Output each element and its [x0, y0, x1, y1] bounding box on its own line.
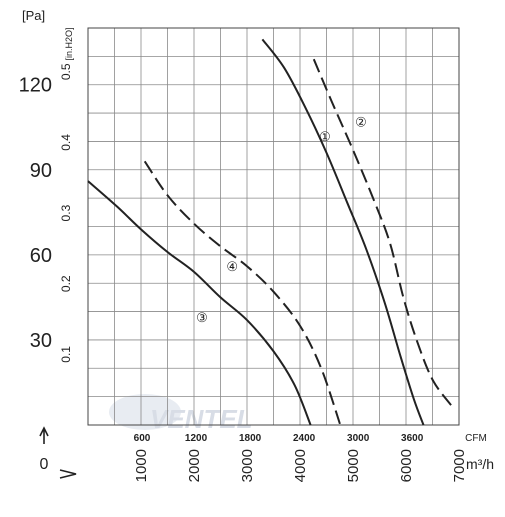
y-unit-pa: [Pa] — [22, 8, 45, 23]
x-tick-label-cfm: 600 — [134, 433, 151, 444]
x-tick-label-cfm: 3000 — [347, 433, 370, 444]
axes: 30 60 90 120 [Pa] 0.1 0.2 0.3 0.4 0.5 [in.H2O] 600 1… — [19, 8, 494, 482]
x-tick-label-m3h: 4000 — [292, 449, 309, 482]
series-curve — [261, 38, 425, 426]
x-tick-label-cfm: 1800 — [239, 433, 262, 444]
x-tick-label-cfm: 3600 — [401, 433, 424, 444]
y-tick-label-inh2o: 0.1 — [59, 346, 73, 363]
y-tick-label-inh2o: 0.2 — [59, 275, 73, 292]
y-tick-label-pa: 60 — [30, 245, 52, 267]
y-tick-label-inh2o: 0.4 — [59, 134, 73, 151]
curve-markers: ① ② ③ ④ — [196, 115, 367, 326]
y-tick-label-pa: 90 — [30, 160, 52, 182]
x-tick-label-m3h: 5000 — [345, 449, 362, 482]
x-tick-label-cfm: 1200 — [185, 433, 208, 444]
curve-label: ④ — [226, 259, 238, 274]
up-arrow-icon — [39, 426, 49, 444]
x-unit-m3h: m³/h — [466, 456, 494, 472]
curve-label-text: ② — [355, 115, 367, 130]
y-tick-label-inh2o: 0.3 — [59, 204, 73, 221]
x-tick-label-m3h: 7000 — [451, 449, 468, 482]
x-unit-cfm: CFM — [465, 433, 487, 444]
x-tick-label-m3h: 1000 — [133, 449, 150, 482]
x-tick-label-cfm: 2400 — [293, 433, 316, 444]
curve-label: ① — [319, 129, 331, 144]
right-arrow-icon — [59, 469, 77, 479]
curve-label-text: ① — [319, 129, 331, 144]
x-tick-label-m3h: 6000 — [398, 449, 415, 482]
series-curve — [312, 58, 452, 406]
curve-label-text: ④ — [226, 259, 238, 274]
y-tick-label-inh2o: 0.5 — [59, 63, 73, 80]
curve-label: ③ — [196, 310, 208, 325]
y-tick-label-pa: 30 — [30, 330, 52, 352]
curve-label: ② — [355, 115, 367, 130]
y-tick-label-pa: 120 — [19, 75, 52, 97]
y-unit-inh2o: [in.H2O] — [64, 27, 74, 60]
watermark: VENTEL — [109, 394, 253, 434]
series-curve — [143, 160, 342, 426]
watermark-text: VENTEL — [150, 404, 253, 434]
plot-frame — [87, 27, 460, 426]
x-tick-label-m3h: 2000 — [186, 449, 203, 482]
x-tick-label-m3h: 3000 — [239, 449, 256, 482]
curve-label-text: ③ — [196, 310, 208, 325]
origin-label: 0 — [40, 456, 49, 473]
series-group — [87, 38, 452, 426]
series-curve — [87, 180, 312, 426]
